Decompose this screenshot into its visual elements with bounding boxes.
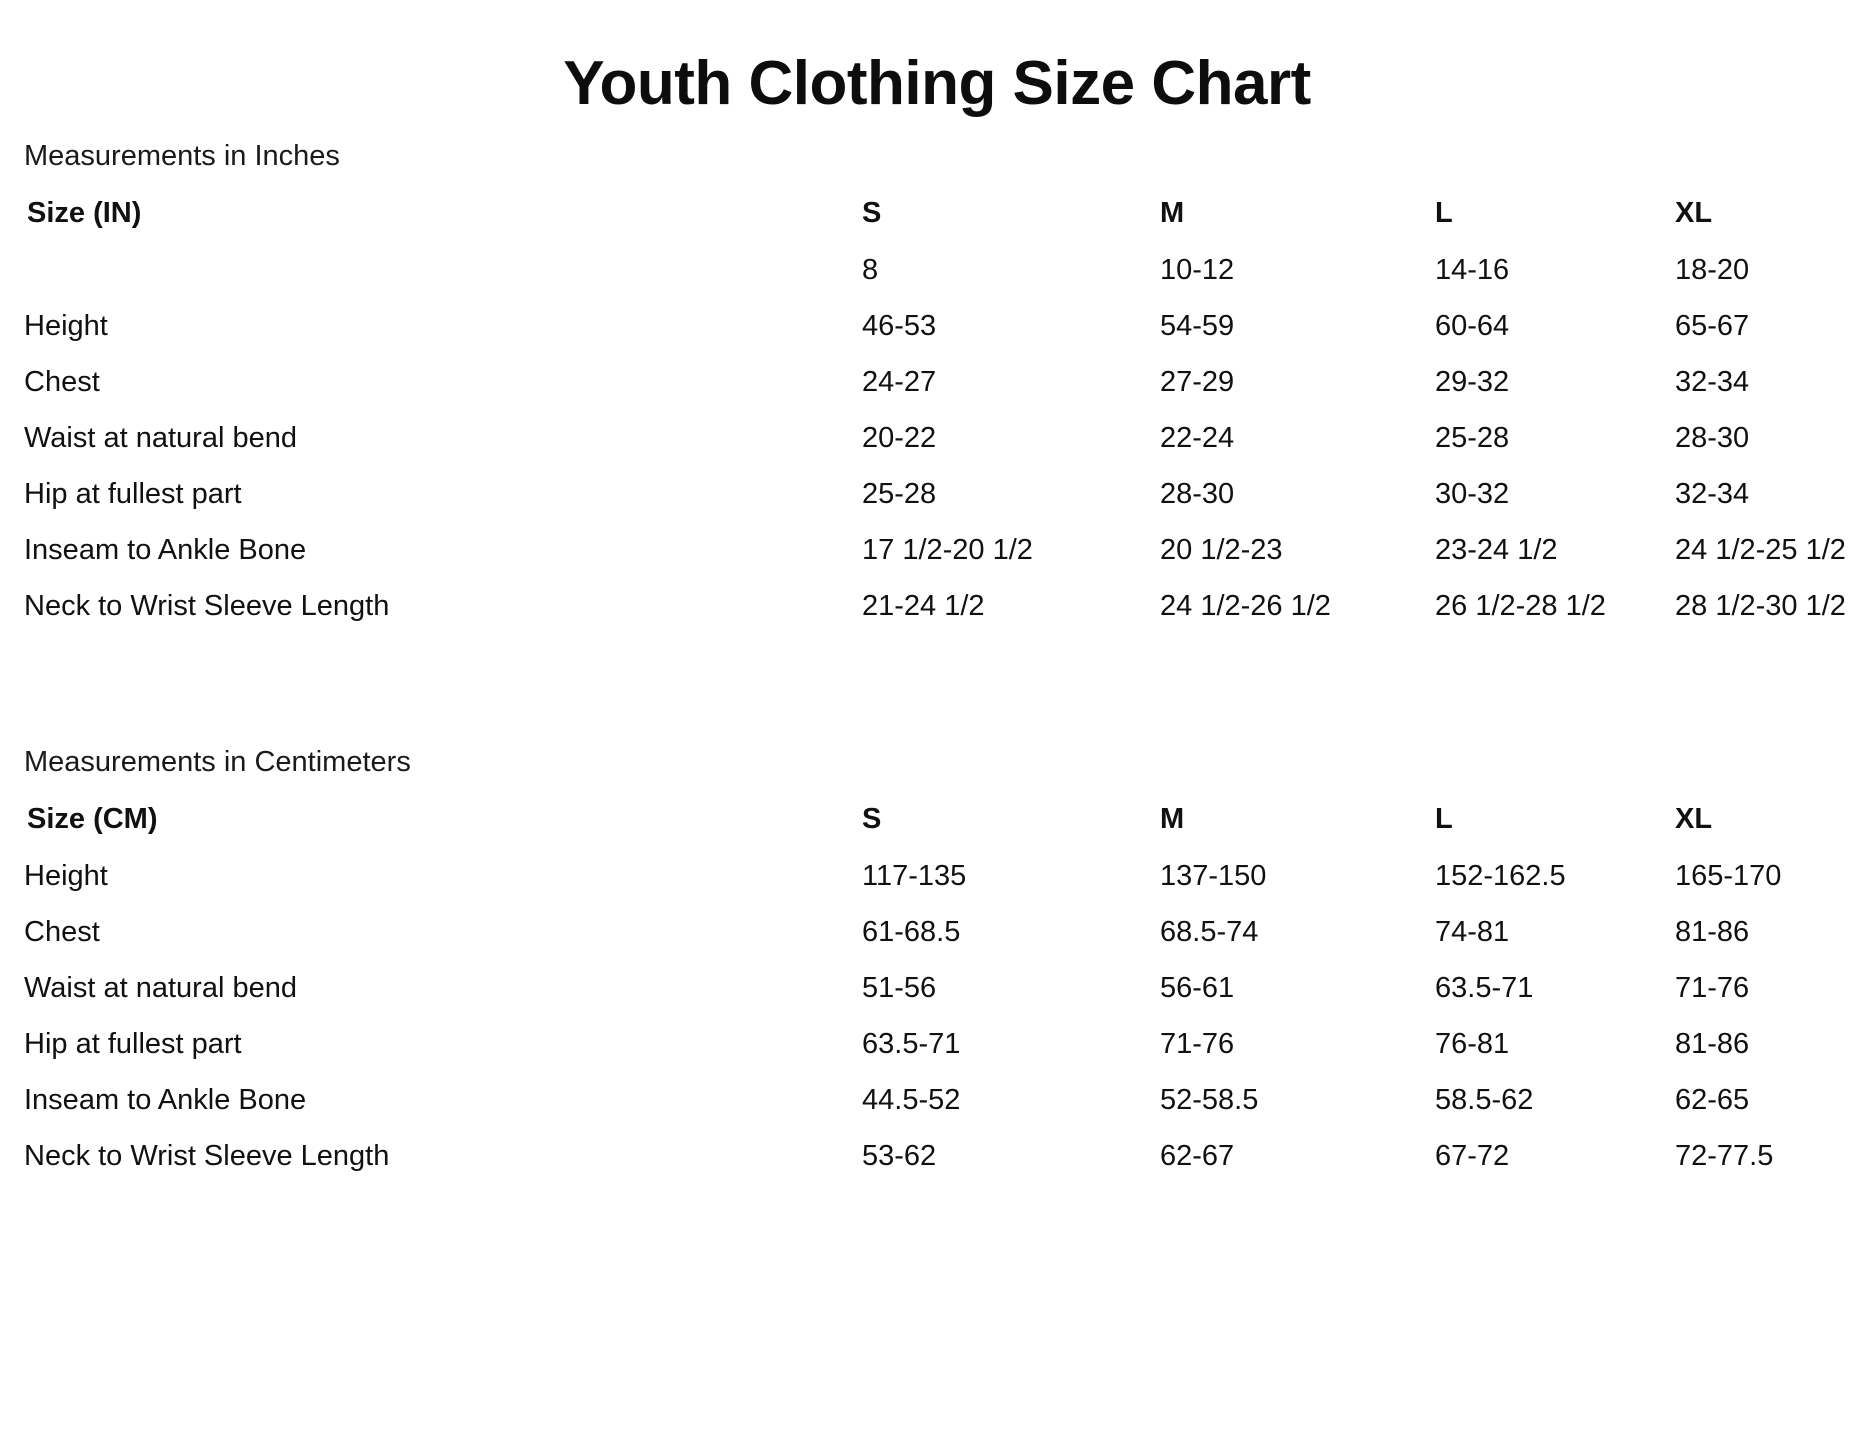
table-row: Waist at natural bend 51-56 56-61 63.5-7… — [0, 960, 1874, 1016]
cell-s: 46-53 — [862, 310, 937, 342]
cell-l: 29-32 — [1435, 366, 1510, 398]
row-label: Neck to Wrist Sleeve Length — [24, 1140, 390, 1172]
cell-l: 25-28 — [1435, 422, 1510, 454]
table-row: 8 10-12 14-16 18-20 — [0, 242, 1874, 298]
cell-m: 24 1/2-26 1/2 — [1160, 590, 1331, 622]
cell-l: 74-81 — [1435, 916, 1510, 948]
size-table-centimeters: Size (CM) S M L XL Height 117-135 137-15… — [0, 790, 1874, 1184]
cell-xl: 81-86 — [1675, 1028, 1750, 1060]
cell-xl: 62-65 — [1675, 1084, 1750, 1116]
cell-l: 30-32 — [1435, 478, 1510, 510]
row-label: Hip at fullest part — [24, 1028, 242, 1060]
cell-m: 28-30 — [1160, 478, 1235, 510]
cell-xl: 32-34 — [1675, 366, 1750, 398]
table-row: Neck to Wrist Sleeve Length 53-62 62-67 … — [0, 1128, 1874, 1184]
column-header-l: L — [1435, 803, 1453, 835]
cell-l: 14-16 — [1435, 254, 1510, 286]
column-header-m: M — [1160, 197, 1185, 229]
cell-xl: 81-86 — [1675, 916, 1750, 948]
cell-xl: 72-77.5 — [1675, 1140, 1774, 1172]
cell-m: 56-61 — [1160, 972, 1235, 1004]
section-inches: Measurements in Inches Size (IN) S M L X… — [0, 128, 1874, 634]
column-header-m: M — [1160, 803, 1185, 835]
row-label: Height — [24, 310, 108, 342]
column-header-s: S — [862, 197, 882, 229]
cell-m: 10-12 — [1160, 254, 1235, 286]
cell-xl: 32-34 — [1675, 478, 1750, 510]
cell-s: 44.5-52 — [862, 1084, 961, 1116]
cell-m: 52-58.5 — [1160, 1084, 1259, 1116]
column-header-xl: XL — [1675, 197, 1713, 229]
cell-s: 17 1/2-20 1/2 — [862, 534, 1033, 566]
cell-xl: 165-170 — [1675, 860, 1782, 892]
cell-s: 8 — [862, 254, 879, 286]
cell-xl: 71-76 — [1675, 972, 1750, 1004]
cell-s: 63.5-71 — [862, 1028, 961, 1060]
table-row: Waist at natural bend 20-22 22-24 25-28 … — [0, 410, 1874, 466]
row-label: Hip at fullest part — [24, 478, 242, 510]
cell-l: 152-162.5 — [1435, 860, 1566, 892]
cell-xl: 18-20 — [1675, 254, 1750, 286]
cell-l: 76-81 — [1435, 1028, 1510, 1060]
table-row: Neck to Wrist Sleeve Length 21-24 1/2 24… — [0, 578, 1874, 634]
row-label — [0, 242, 862, 298]
row-label: Neck to Wrist Sleeve Length — [24, 590, 390, 622]
cell-m: 71-76 — [1160, 1028, 1235, 1060]
table-header-row: Size (IN) S M L XL — [0, 184, 1874, 242]
cell-m: 20 1/2-23 — [1160, 534, 1283, 566]
cell-m: 62-67 — [1160, 1140, 1235, 1172]
column-header-xl: XL — [1675, 803, 1713, 835]
table-row: Chest 24-27 27-29 29-32 32-34 — [0, 354, 1874, 410]
column-header-size: Size (IN) — [27, 197, 142, 229]
column-header-size: Size (CM) — [27, 803, 158, 835]
column-header-l: L — [1435, 197, 1453, 229]
cell-s: 51-56 — [862, 972, 937, 1004]
table-header-row: Size (CM) S M L XL — [0, 790, 1874, 848]
cell-s: 117-135 — [862, 860, 967, 892]
cell-l: 67-72 — [1435, 1140, 1510, 1172]
cell-m: 22-24 — [1160, 422, 1235, 454]
table-row: Hip at fullest part 63.5-71 71-76 76-81 … — [0, 1016, 1874, 1072]
cell-s: 53-62 — [862, 1140, 937, 1172]
column-header-s: S — [862, 803, 882, 835]
row-label: Chest — [24, 366, 100, 398]
table-row: Height 117-135 137-150 152-162.5 165-170 — [0, 848, 1874, 904]
table-row: Inseam to Ankle Bone 17 1/2-20 1/2 20 1/… — [0, 522, 1874, 578]
size-table-inches: Size (IN) S M L XL 8 10-12 14-16 18-20 H… — [0, 184, 1874, 634]
table-row: Inseam to Ankle Bone 44.5-52 52-58.5 58.… — [0, 1072, 1874, 1128]
row-label: Inseam to Ankle Bone — [24, 1084, 307, 1116]
section-centimeters: Measurements in Centimeters Size (CM) S … — [0, 734, 1874, 1184]
cell-l: 58.5-62 — [1435, 1084, 1534, 1116]
cell-s: 61-68.5 — [862, 916, 961, 948]
section-caption-inches: Measurements in Inches — [24, 139, 340, 172]
cell-m: 54-59 — [1160, 310, 1235, 342]
cell-l: 26 1/2-28 1/2 — [1435, 590, 1606, 622]
cell-xl: 24 1/2-25 1/2 — [1675, 534, 1846, 566]
cell-m: 68.5-74 — [1160, 916, 1259, 948]
cell-s: 24-27 — [862, 366, 937, 398]
section-caption-centimeters: Measurements in Centimeters — [24, 745, 411, 778]
cell-l: 60-64 — [1435, 310, 1510, 342]
table-row: Hip at fullest part 25-28 28-30 30-32 32… — [0, 466, 1874, 522]
cell-s: 25-28 — [862, 478, 937, 510]
cell-xl: 65-67 — [1675, 310, 1750, 342]
cell-xl: 28 1/2-30 1/2 — [1675, 590, 1846, 622]
row-label: Waist at natural bend — [24, 972, 297, 1004]
cell-l: 63.5-71 — [1435, 972, 1534, 1004]
row-label: Waist at natural bend — [24, 422, 297, 454]
table-row: Chest 61-68.5 68.5-74 74-81 81-86 — [0, 904, 1874, 960]
table-row: Height 46-53 54-59 60-64 65-67 — [0, 298, 1874, 354]
cell-l: 23-24 1/2 — [1435, 534, 1558, 566]
row-label: Height — [24, 860, 108, 892]
row-label: Chest — [24, 916, 100, 948]
cell-m: 27-29 — [1160, 366, 1235, 398]
row-label: Inseam to Ankle Bone — [24, 534, 307, 566]
cell-s: 21-24 1/2 — [862, 590, 985, 622]
page-title: Youth Clothing Size Chart — [563, 48, 1311, 118]
cell-s: 20-22 — [862, 422, 937, 454]
cell-m: 137-150 — [1160, 860, 1267, 892]
cell-xl: 28-30 — [1675, 422, 1750, 454]
